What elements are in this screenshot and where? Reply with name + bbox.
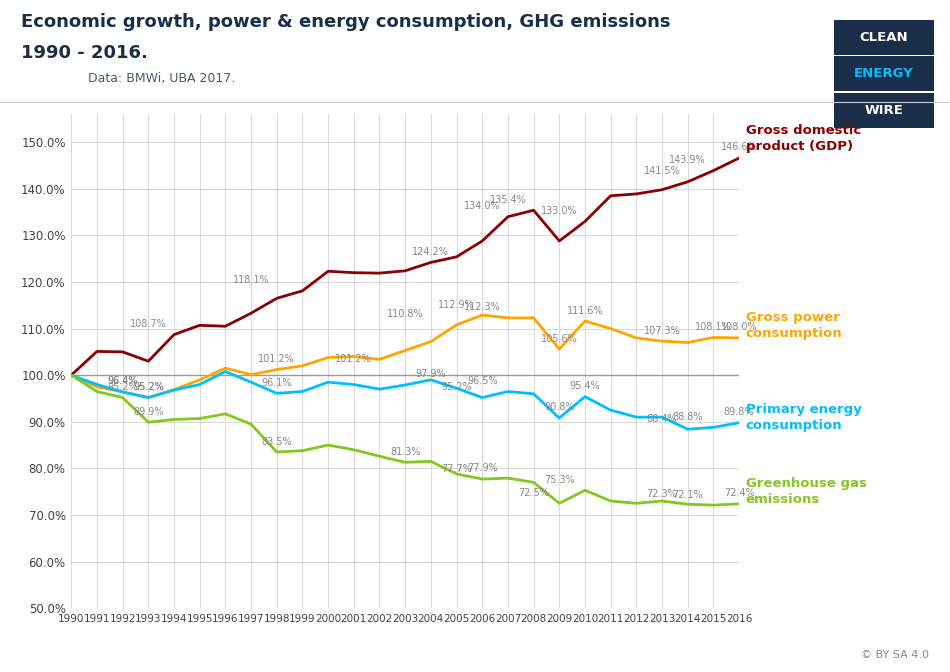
Text: Greenhouse gas
emissions: Greenhouse gas emissions <box>746 477 866 506</box>
Text: 135.4%: 135.4% <box>489 195 526 205</box>
Text: 83.5%: 83.5% <box>261 437 292 446</box>
Text: 96.1%: 96.1% <box>261 378 292 388</box>
Text: 108.0%: 108.0% <box>721 323 757 333</box>
Text: 97.9%: 97.9% <box>415 370 446 380</box>
Text: 118.1%: 118.1% <box>233 276 270 286</box>
Text: 112.3%: 112.3% <box>464 302 501 312</box>
Text: 105.6%: 105.6% <box>541 333 578 343</box>
Text: 88.8%: 88.8% <box>673 412 703 422</box>
Text: Primary energy
consumption: Primary energy consumption <box>746 403 862 431</box>
Text: 1990 - 2016.: 1990 - 2016. <box>21 44 148 62</box>
Text: Gross power
consumption: Gross power consumption <box>746 311 843 340</box>
Text: 141.5%: 141.5% <box>644 166 680 176</box>
Text: Economic growth, power & energy consumption, GHG emissions: Economic growth, power & energy consumpt… <box>21 13 671 32</box>
Text: 95.4%: 95.4% <box>570 381 600 391</box>
Text: 95.2%: 95.2% <box>133 382 163 392</box>
Text: 101.2%: 101.2% <box>258 354 295 364</box>
Text: 72.3%: 72.3% <box>647 489 677 499</box>
Text: 124.2%: 124.2% <box>412 247 449 257</box>
Text: 133.0%: 133.0% <box>541 206 578 216</box>
Text: 77.9%: 77.9% <box>466 462 498 472</box>
Text: 81.3%: 81.3% <box>390 447 421 457</box>
Text: 89.9%: 89.9% <box>133 407 163 417</box>
Text: 96.5%: 96.5% <box>466 376 498 386</box>
Text: 101.2%: 101.2% <box>335 354 372 364</box>
Text: 108.7%: 108.7% <box>130 319 166 329</box>
Text: 95.2%: 95.2% <box>107 382 138 392</box>
Text: 134.0%: 134.0% <box>464 201 501 211</box>
Text: 111.6%: 111.6% <box>566 306 603 316</box>
Text: Data: BMWi, UBA 2017.: Data: BMWi, UBA 2017. <box>88 72 236 85</box>
Text: 77.7%: 77.7% <box>441 464 472 474</box>
Text: WIRE: WIRE <box>864 103 903 117</box>
Text: 107.3%: 107.3% <box>644 326 680 335</box>
Text: 72.1%: 72.1% <box>673 490 703 499</box>
Text: © BY SA 4.0: © BY SA 4.0 <box>861 650 929 660</box>
Text: 146.6%: 146.6% <box>721 142 757 153</box>
Text: 96.4%: 96.4% <box>107 376 138 386</box>
Text: 89.8%: 89.8% <box>724 407 754 417</box>
Text: 75.3%: 75.3% <box>544 474 575 485</box>
Text: ENERGY: ENERGY <box>854 67 914 81</box>
Text: 90.8%: 90.8% <box>544 403 575 413</box>
Text: 95.2%: 95.2% <box>133 382 163 392</box>
Text: 88.4%: 88.4% <box>647 414 677 423</box>
Text: CLEAN: CLEAN <box>860 31 908 44</box>
Text: 143.9%: 143.9% <box>670 155 706 165</box>
Text: 72.4%: 72.4% <box>724 489 754 498</box>
Text: 112.9%: 112.9% <box>438 300 475 310</box>
Text: 110.8%: 110.8% <box>387 309 424 319</box>
Text: Gross domestic
product (GDP): Gross domestic product (GDP) <box>746 124 861 153</box>
Text: 72.5%: 72.5% <box>518 488 549 498</box>
Text: 95.2%: 95.2% <box>441 382 472 392</box>
Text: 108.1%: 108.1% <box>695 322 732 332</box>
Text: 96.4%: 96.4% <box>107 376 138 386</box>
